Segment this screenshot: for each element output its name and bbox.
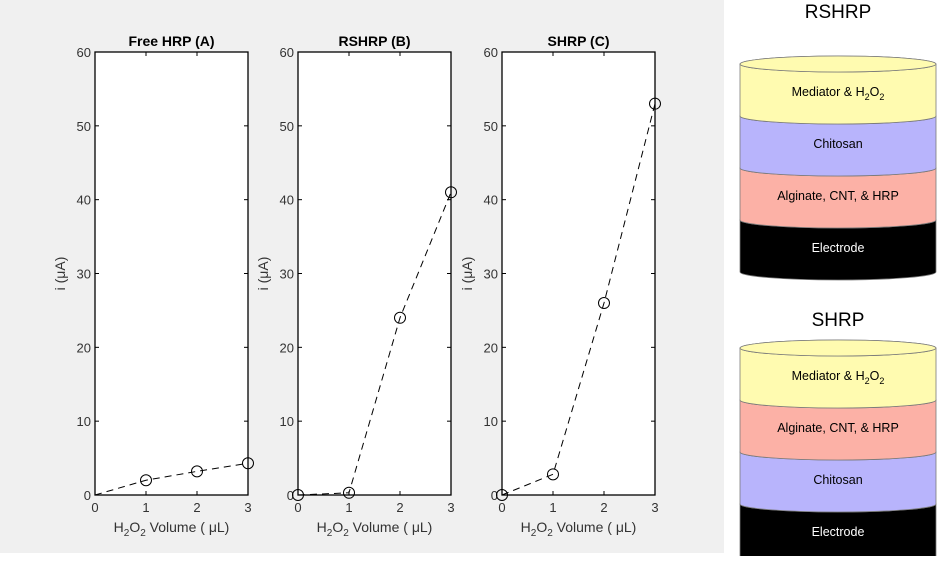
y-tick-label: 40	[77, 193, 91, 208]
y-tick-label: 10	[280, 414, 294, 429]
layer-label: Mediator & H2​O2​	[792, 85, 885, 102]
y-axis-label: i (μA)	[459, 257, 475, 291]
layer-label: Mediator & H2​O2​	[792, 369, 885, 386]
chart-title: RSHRP (B)	[338, 33, 410, 49]
y-tick-label: 30	[280, 267, 294, 282]
data-point	[598, 297, 610, 310]
data-point	[547, 468, 559, 481]
y-tick-label: 30	[77, 267, 91, 282]
plot-area	[94, 51, 249, 496]
y-tick-label: 50	[484, 119, 498, 134]
chart-2: 0 10 20 30 40 50 60 0 1 2 3 SHRP (C) H2​O2​ Volume (…	[459, 33, 661, 539]
y-tick-label: 40	[484, 193, 498, 208]
data-point	[649, 97, 661, 110]
stack-title-rshrp: RSHRP	[804, 2, 872, 23]
y-tick-label: 0	[84, 488, 91, 503]
data-point	[394, 311, 406, 324]
x-tick-label: 2	[193, 500, 200, 515]
y-tick-label: 60	[484, 45, 498, 60]
y-tick-label: 10	[484, 414, 498, 429]
plot-area	[297, 51, 452, 496]
x-axis-label: H2​O2​ Volume ( μL)	[114, 519, 230, 539]
layer-body	[739, 347, 937, 409]
data-point	[292, 489, 304, 501]
x-tick-label: 3	[244, 500, 251, 515]
x-tick-label: 2	[600, 500, 607, 515]
x-tick-label: 3	[447, 500, 454, 515]
stack-lid	[739, 55, 937, 73]
x-axis-label: H2​O2​ Volume ( μL)	[521, 519, 637, 539]
data-point	[496, 489, 508, 501]
layer-body	[739, 167, 937, 229]
series-line	[297, 192, 452, 496]
y-tick-label: 0	[491, 488, 498, 503]
stack-shrp: Electrode Chitosan Alginate, CNT, & HRP Med…	[739, 339, 937, 556]
y-tick-label: 50	[77, 119, 91, 134]
chart-1: 0 10 20 30 40 50 60 0 1 2 3 RSHRP (B) H2​O2​ Volume …	[255, 33, 457, 539]
x-tick-label: 1	[549, 500, 556, 515]
layer-stacks: RSHRP Electrode Alginate, CNT, & HRP Chito…	[735, 0, 941, 562]
layer-body	[739, 503, 937, 556]
x-tick-label: 1	[142, 500, 149, 515]
x-tick-label: 1	[345, 500, 352, 515]
x-tick-label: 0	[91, 500, 98, 515]
layer-label: Chitosan	[813, 473, 862, 487]
y-tick-label: 60	[280, 45, 294, 60]
layer-label: Electrode	[812, 525, 865, 539]
data-point	[343, 486, 355, 499]
data-point	[191, 465, 203, 478]
chart-0: 0 10 20 30 40 50 60 0 1 2 3 Free HRP (A) H2​O2​ Volu…	[52, 33, 254, 539]
y-axis-label: i (μA)	[52, 257, 68, 291]
layer-label: Alginate, CNT, & HRP	[777, 421, 899, 435]
layer-label: Electrode	[812, 241, 865, 255]
chart-title: SHRP (C)	[548, 33, 610, 49]
y-tick-label: 20	[280, 340, 294, 355]
layer-body	[739, 115, 937, 177]
layer-body	[739, 63, 937, 125]
x-tick-label: 2	[396, 500, 403, 515]
layer-body	[739, 451, 937, 513]
series-line	[94, 462, 249, 496]
data-point	[445, 186, 457, 199]
stack-title-shrp: SHRP	[811, 310, 865, 331]
series-line	[501, 103, 656, 496]
y-axis-label: i (μA)	[255, 257, 271, 291]
layer-label: Alginate, CNT, & HRP	[777, 189, 899, 203]
stack-rshrp: Electrode Alginate, CNT, & HRP Chitosan Med…	[739, 55, 937, 281]
layer-label: Chitosan	[813, 137, 862, 151]
plot-area	[501, 51, 656, 496]
x-axis-label: H2​O2​ Volume ( μL)	[317, 519, 433, 539]
y-tick-label: 60	[77, 45, 91, 60]
data-point	[242, 457, 254, 470]
x-tick-label: 0	[294, 500, 301, 515]
y-tick-label: 0	[287, 488, 294, 503]
y-tick-label: 50	[280, 119, 294, 134]
x-tick-label: 3	[651, 500, 658, 515]
y-tick-label: 20	[484, 340, 498, 355]
y-tick-label: 40	[280, 193, 294, 208]
chart-title: Free HRP (A)	[128, 33, 214, 49]
layer-body	[739, 399, 937, 461]
stack-lid	[739, 339, 937, 357]
y-tick-label: 20	[77, 340, 91, 355]
y-tick-label: 10	[77, 414, 91, 429]
data-point	[140, 474, 152, 487]
x-tick-label: 0	[498, 500, 505, 515]
layer-body	[739, 219, 937, 281]
y-tick-label: 30	[484, 267, 498, 282]
